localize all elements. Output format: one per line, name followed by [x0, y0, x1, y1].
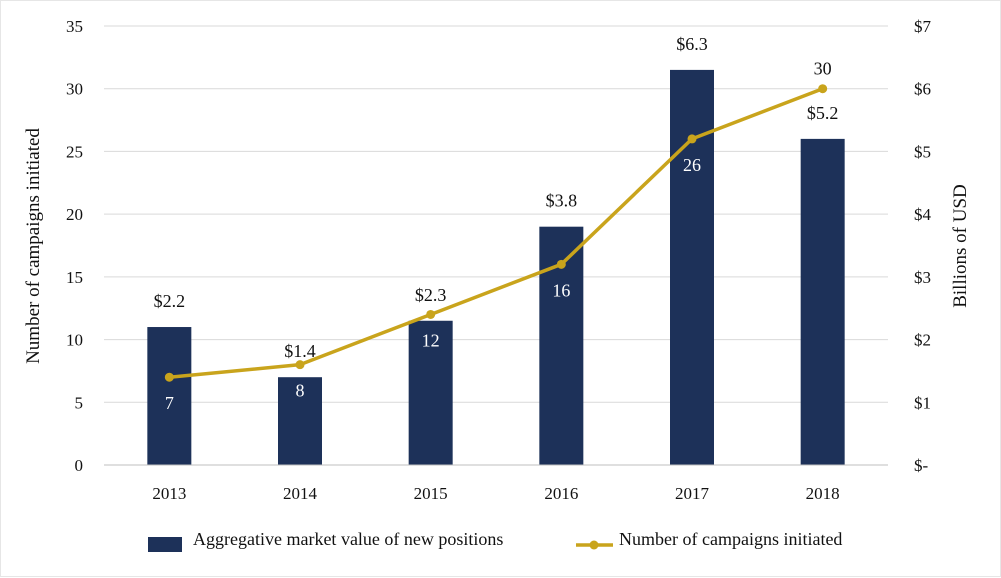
bar: [278, 377, 322, 465]
y-tick-label: 35: [66, 17, 83, 36]
y-tick-label: 10: [66, 331, 83, 350]
line-point: [556, 259, 566, 269]
y2-tick-label: $1: [914, 393, 931, 412]
legend-line-label: Number of campaigns initiated: [619, 529, 842, 549]
y-tick-label: 30: [66, 80, 83, 99]
line-value-label: 30: [814, 59, 832, 79]
bar-value-label: $2.2: [154, 291, 186, 311]
x-tick-label: 2013: [152, 484, 186, 503]
y-tick-label: 25: [66, 142, 83, 161]
campaigns-line: [169, 87, 824, 379]
x-tick-label: 2014: [283, 484, 318, 503]
bar: [408, 320, 453, 465]
bar-value-label: $5.2: [807, 103, 839, 123]
line-point: [687, 134, 697, 144]
line-value-label: 26: [683, 155, 701, 175]
gridlines: [104, 25, 888, 403]
x-tick-label: 2018: [806, 484, 840, 503]
bar-series: [147, 69, 845, 466]
y2-tick-label: $5: [914, 142, 931, 161]
y2-tick-label: $3: [914, 268, 931, 287]
bar: [147, 327, 192, 465]
y2-tick-label: $4: [914, 205, 932, 224]
line-point: [164, 372, 174, 382]
y2-tick-label: $7: [914, 17, 932, 36]
line-point: [818, 84, 828, 94]
legend-line-marker: [589, 540, 599, 550]
y2-tick-label: $-: [914, 456, 929, 475]
bar-value-label: $3.8: [546, 191, 578, 211]
line-series: [164, 84, 828, 382]
y2-tick-label: $6: [914, 80, 931, 99]
legend-bar-label: Aggregative market value of new position…: [193, 529, 503, 549]
y2-axis-title: Billions of USD: [950, 184, 971, 308]
bar: [800, 138, 845, 465]
line-point: [295, 360, 305, 370]
legend: Aggregative market value of new position…: [148, 529, 842, 552]
y-tick-label: 5: [75, 393, 84, 412]
bar-value-label: $2.3: [415, 285, 447, 305]
bar-value-label: $1.4: [284, 341, 316, 361]
line-value-label: 8: [296, 381, 305, 401]
x-tick-label: 2017: [675, 484, 710, 503]
y2-tick-label: $2: [914, 331, 931, 350]
y-tick-label: 15: [66, 268, 83, 287]
y-axis-title: Number of campaigns initiated: [23, 128, 44, 364]
line-point: [426, 309, 436, 319]
line-value-label: 12: [422, 330, 440, 350]
y-tick-label: 0: [75, 456, 84, 475]
line-value-label: 7: [165, 393, 174, 413]
bar-value-label: $6.3: [676, 34, 708, 54]
x-tick-label: 2015: [414, 484, 448, 503]
x-tick-label: 2016: [544, 484, 578, 503]
line-value-label: 16: [552, 280, 570, 300]
legend-bar-swatch: [148, 537, 182, 552]
y-tick-label: 20: [66, 205, 83, 224]
data-labels: $2.2 $1.4 $2.3 $3.8 $6.3 $5.2 7 8 12 16 26 30: [154, 34, 839, 413]
axes: 0 5 10 15 20 25 30 35 $- $1 $2 $3 $4 $5 $6 $7 2013 2014 20…: [66, 17, 932, 503]
bar: [670, 69, 714, 466]
